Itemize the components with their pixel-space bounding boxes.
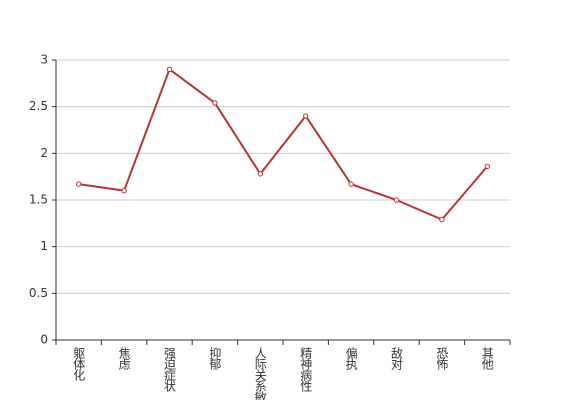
data-point: [121, 187, 127, 194]
data-point: [484, 163, 490, 170]
data-point: [76, 181, 82, 187]
x-tick-label: 敌对: [390, 346, 404, 370]
x-tick-label: 强迫症状: [163, 347, 177, 392]
x-tick-label: 抑郁: [208, 346, 222, 371]
data-point: [212, 100, 218, 106]
data-point: [393, 197, 400, 203]
data-point: [166, 66, 173, 73]
y-tick-label: 0.5: [29, 286, 48, 300]
data-point: [348, 181, 354, 187]
data-point: [257, 171, 263, 177]
y-tick-label: 2: [40, 146, 48, 160]
data-line: [78, 67, 489, 221]
y-tick-label: 0: [40, 333, 48, 347]
data-point: [439, 216, 445, 223]
y-tick-label: 1: [40, 239, 48, 253]
x-tick-label: 精神病性: [299, 347, 313, 393]
x-tick-label: 焦虑: [117, 347, 131, 370]
x-tick-label: 躯体化: [72, 346, 86, 382]
x-tick-label: 偏执: [344, 346, 358, 371]
x-tick-label: 人际关系敏感: [253, 347, 267, 400]
y-tick-label: 3: [40, 53, 48, 67]
y-tick-label: 1.5: [29, 193, 48, 207]
x-tick-label: 恐怖: [435, 347, 449, 370]
x-tick-label: 其他: [480, 347, 494, 370]
data-point: [303, 113, 309, 119]
y-tick-label: 2.5: [29, 99, 48, 113]
